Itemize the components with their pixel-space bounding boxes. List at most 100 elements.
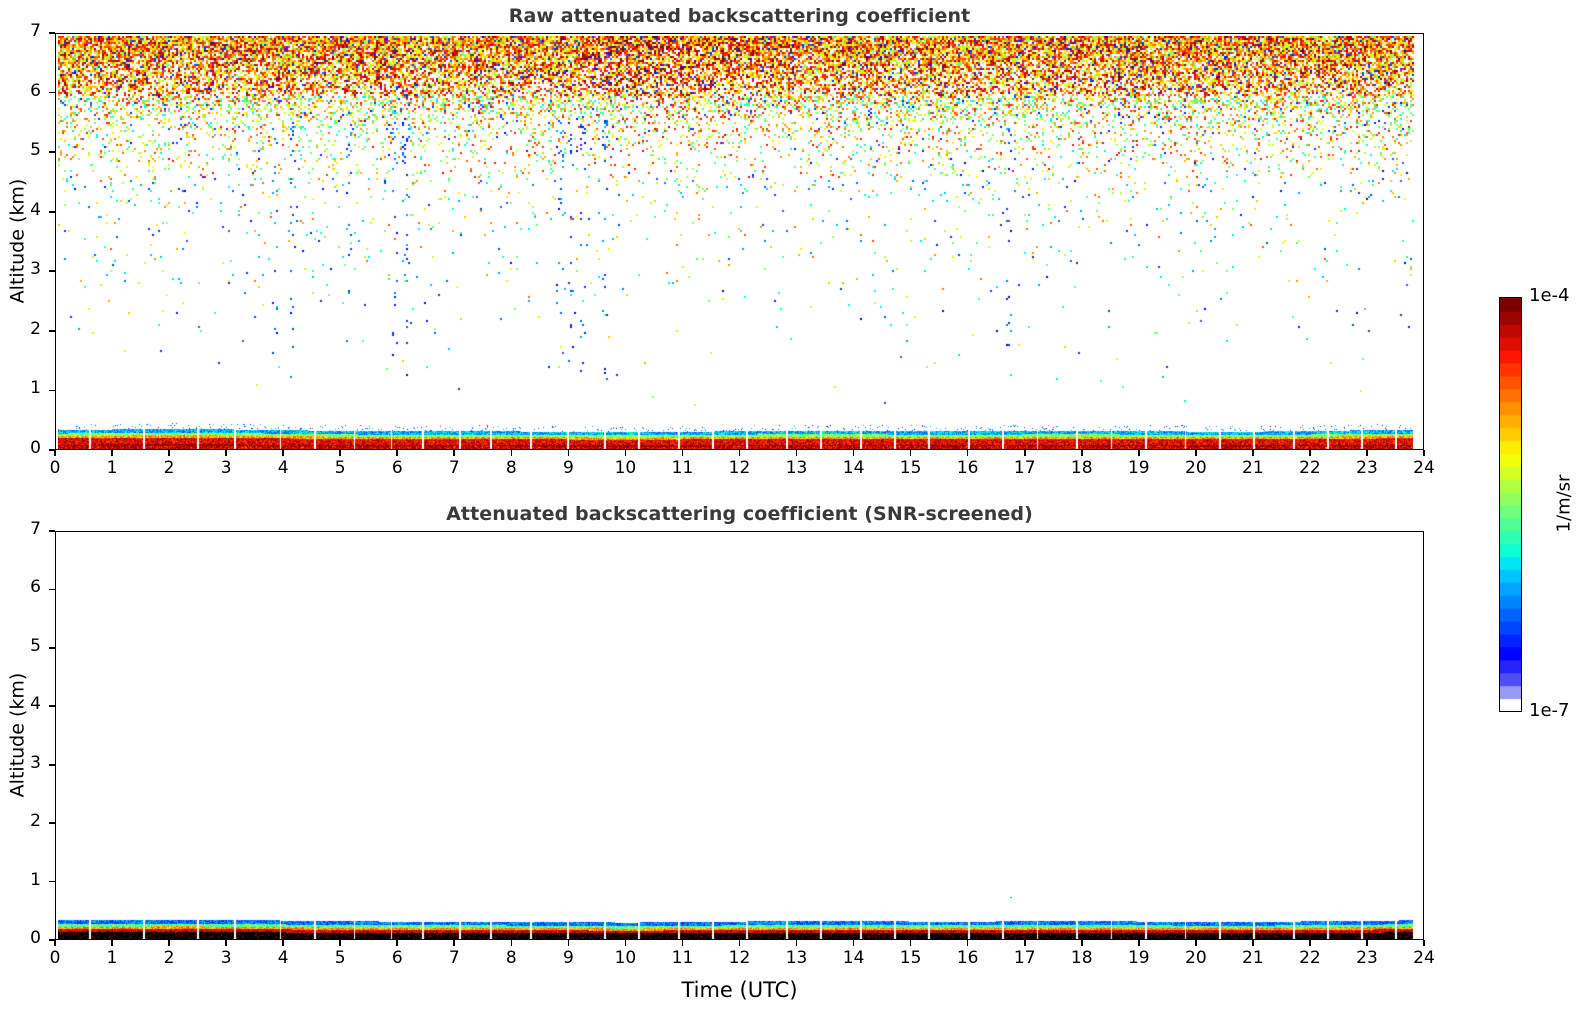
x-tick-label: 2 <box>163 948 175 968</box>
x-tick-label: 14 <box>842 948 865 968</box>
x-tick-label: 24 <box>1413 948 1435 968</box>
x-tickmark <box>111 940 113 946</box>
y-tickmark <box>49 530 55 532</box>
x-tick-label: 4 <box>277 948 289 968</box>
x-tickmark <box>624 940 627 946</box>
y-tickmark <box>49 588 55 591</box>
x-tickmark <box>1309 450 1311 456</box>
x-tickmark <box>396 940 399 946</box>
x-tick-label: 2 <box>163 458 175 478</box>
x-tickmark <box>1023 450 1026 456</box>
x-tick-label: 20 <box>1185 948 1207 968</box>
colorbar[interactable] <box>1499 297 1522 712</box>
x-tickmark <box>282 450 284 456</box>
y-tick-label: 1 <box>30 869 41 890</box>
x-tick-label: 8 <box>505 948 517 968</box>
x-tick-label: 7 <box>448 458 460 478</box>
y-tickmark <box>49 151 55 153</box>
x-tickmark <box>795 450 798 456</box>
x-tick-label: 12 <box>728 948 751 968</box>
x-tickmark <box>1423 940 1425 946</box>
x-tickmark <box>282 940 284 946</box>
panel-raw-title: Raw attenuated backscattering coefficien… <box>508 5 971 27</box>
x-tick-label: 22 <box>1299 948 1321 968</box>
x-tickmark <box>681 450 684 456</box>
y-tick-label: 7 <box>30 21 41 41</box>
x-tick-label: 1 <box>106 948 118 968</box>
x-tickmark <box>1137 940 1140 946</box>
x-tick-label: 17 <box>1013 948 1036 968</box>
y-tickmark <box>49 939 55 941</box>
y-tick-label: 1 <box>30 378 41 399</box>
panel-screened-heatmap-canvas <box>57 533 1423 939</box>
x-tickmark <box>681 940 684 946</box>
x-tickmark <box>453 450 456 456</box>
panel-raw-plot-area <box>56 34 1423 449</box>
x-tick-label: 12 <box>728 458 751 478</box>
x-tick-label: 22 <box>1299 458 1321 478</box>
y-tickmark <box>49 91 55 94</box>
colorbar-tick-max: 1e-4 <box>1529 285 1570 306</box>
y-tick-label: 5 <box>30 635 41 656</box>
x-tick-label: 18 <box>1070 948 1093 968</box>
x-tickmark <box>738 450 741 456</box>
x-tick-label: 15 <box>899 458 922 478</box>
x-tick-label: 13 <box>785 458 808 478</box>
x-tickmark <box>567 450 570 456</box>
x-tick-label: 19 <box>1127 948 1150 968</box>
y-tick-label: 6 <box>30 577 41 598</box>
x-tickmark <box>909 940 912 946</box>
x-tickmark <box>624 450 627 456</box>
x-tickmark <box>795 940 798 946</box>
x-tick-label: 3 <box>220 458 232 478</box>
x-tick-label: 9 <box>562 948 574 968</box>
y-tick-label: 3 <box>30 259 41 280</box>
y-tick-label: 4 <box>30 199 41 220</box>
x-tickmark <box>339 450 341 456</box>
y-tickmark <box>49 32 55 34</box>
x-tickmark <box>1309 940 1311 946</box>
y-tickmark <box>49 330 55 332</box>
x-tickmark <box>1195 940 1197 946</box>
panel-screened-title: Attenuated backscattering coefficient (S… <box>446 503 1033 525</box>
panel-raw-axes[interactable] <box>55 33 1424 450</box>
x-tick-label: 5 <box>334 948 346 968</box>
x-tick-label: 19 <box>1127 458 1150 478</box>
x-tickmark <box>225 940 227 946</box>
colorbar-gradient-canvas <box>1500 298 1521 711</box>
x-tick-label: 1 <box>106 458 118 478</box>
x-tick-label: 9 <box>562 458 574 478</box>
x-tickmark <box>510 450 513 456</box>
x-tickmark <box>1023 940 1026 946</box>
x-tickmark <box>168 940 170 946</box>
x-tickmark <box>1366 940 1368 946</box>
x-tick-label: 11 <box>671 458 694 478</box>
y-tickmark <box>49 647 55 649</box>
x-tick-label: 4 <box>277 458 289 478</box>
x-tickmark <box>1137 450 1140 456</box>
y-tickmark <box>49 270 55 273</box>
y-tickmark <box>49 705 55 708</box>
y-tick-label: 5 <box>30 140 41 161</box>
y-tick-label: 6 <box>30 80 41 101</box>
x-tickmark <box>852 940 855 946</box>
y-tick-label: 4 <box>30 694 41 715</box>
x-tick-label: 24 <box>1413 458 1435 478</box>
x-tickmark <box>738 940 741 946</box>
x-tickmark <box>966 940 969 946</box>
panel-raw-heatmap-canvas <box>57 35 1423 449</box>
panel-screened-plot-area <box>56 532 1423 939</box>
x-tick-label: 14 <box>842 458 865 478</box>
panel-screened-axes[interactable] <box>55 531 1424 940</box>
y-tickmark <box>49 880 55 883</box>
y-tick-label: 0 <box>30 438 41 458</box>
x-tick-label: 20 <box>1185 458 1207 478</box>
x-tick-label: 6 <box>391 458 403 478</box>
x-tick-label: 21 <box>1242 948 1264 968</box>
x-tick-label: 15 <box>899 948 922 968</box>
x-tickmark <box>168 450 170 456</box>
x-tick-label: 10 <box>614 948 637 968</box>
x-tickmark <box>396 450 399 456</box>
x-tick-label: 11 <box>671 948 694 968</box>
x-tick-label: 0 <box>49 948 61 968</box>
